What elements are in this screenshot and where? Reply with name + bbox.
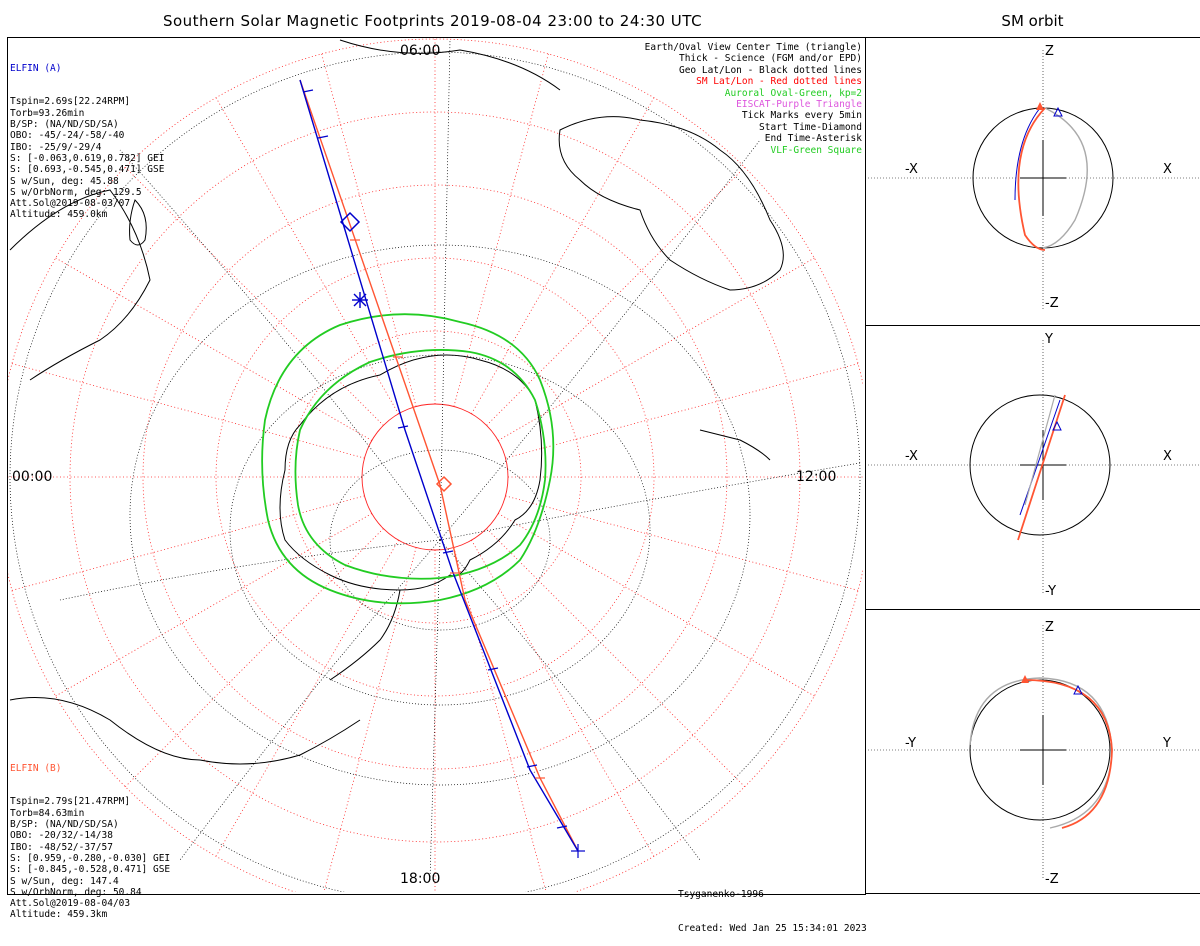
elfin-a-line: B/SP: (NA/ND/SD/SA) — [10, 119, 119, 131]
elfin-a-start-diamond — [339, 211, 361, 233]
geo-latitude-circle — [9, 51, 861, 892]
legend-entry: SM Lat/Lon - Red dotted lines — [696, 76, 862, 88]
orbit1-right-label: X — [1163, 162, 1172, 177]
created-date: Created: Wed Jan 25 15:34:01 2023 — [678, 923, 867, 935]
elfin-a-line: S w/OrbNorm, deg: 129.5 — [10, 186, 142, 198]
geo-grid — [59, 39, 861, 881]
orbit2-right-label: X — [1163, 449, 1172, 464]
asia-coast — [339, 39, 561, 91]
south-america-outline — [9, 697, 361, 765]
legend-entry: EISCAT-Purple Triangle — [736, 99, 862, 111]
elfin-b-track — [299, 79, 579, 852]
orbit2-bottom-label: -Y — [1045, 584, 1057, 599]
elfin-a-info: ELFIN (A) Tspin=2.69s[22.24RPM] Torb=93.2… — [10, 40, 164, 232]
elfin-a-ticks — [302, 89, 568, 829]
australia-outline — [558, 116, 784, 291]
elfin-b-line: S: [0.959,-0.280,-0.030] GEI — [10, 852, 171, 864]
sm-lat-circle — [69, 111, 801, 843]
footprint-map — [8, 38, 863, 892]
sm-lat-circle — [142, 184, 728, 770]
elfin-b-line: Altitude: 459.3km — [10, 909, 108, 921]
orbit1-bottom-label: -Z — [1045, 296, 1059, 311]
elfin-b-line: Tspin=2.79s[21.47RPM] — [10, 796, 131, 808]
elfin-b-line: IBO: -48/52/-37/57 — [10, 841, 113, 853]
elfin-a-line: S: [-0.063,0.619,0.782] GEI — [10, 152, 165, 164]
legend-entry: VLF-Green Square — [770, 144, 862, 156]
africa-outline — [9, 189, 151, 381]
elfin-a-name: ELFIN (A) — [10, 62, 62, 74]
legend-entry: End Time-Asterisk — [764, 133, 862, 145]
orbit1-top-label: Z — [1045, 44, 1054, 59]
orbit3-left-label: -Y — [905, 736, 917, 751]
antarctic-peninsula — [329, 589, 401, 681]
new-zealand-outline — [699, 429, 771, 461]
elfin-b-name: ELFIN (B) — [10, 762, 62, 774]
elfin-b-line: Torb=84.63min — [10, 807, 85, 819]
orbit2-left-label: -X — [905, 449, 918, 464]
elfin-a-end-asterisk — [352, 292, 368, 308]
elfin-a-line: OBO: -45/-24/-58/-40 — [10, 130, 125, 142]
view-center-diamond — [435, 475, 453, 493]
sm-lat-circle — [215, 257, 655, 697]
orbit1-left-label: -X — [905, 162, 918, 177]
sm-latitude-grid — [8, 38, 863, 892]
madagascar-outline — [129, 199, 147, 246]
mlt-label-top: 06:00 — [400, 43, 441, 59]
elfin-a-line: Tspin=2.69s[22.24RPM] — [10, 96, 131, 108]
elfin-a-line: Altitude: 459.0km — [10, 209, 108, 221]
orbit-panel-1-plot — [865, 50, 1200, 310]
orbit-panel-3-plot — [865, 625, 1200, 880]
elfin-b-line: S w/Sun, deg: 147.4 — [10, 875, 119, 887]
orbit3-right-label: Y — [1163, 736, 1171, 751]
orbit-panel-2-plot — [865, 340, 1200, 595]
mlt-label-bottom: 18:00 — [400, 871, 441, 887]
elfin-b-line: OBO: -20/32/-14/38 — [10, 830, 113, 842]
plot-title: Southern Solar Magnetic Footprints 2019-… — [162, 12, 703, 30]
elfin-a-line: S: [0.693,-0.545,0.471] GSE — [10, 164, 165, 176]
mlt-label-right: 12:00 — [796, 469, 837, 485]
orbit2-top-label: Y — [1045, 332, 1053, 347]
legend-entry: Auroral Oval-Green, kp=2 — [724, 87, 862, 99]
sm-inner-circle — [361, 403, 509, 551]
elfin-b-line: S w/OrbNorm, deg: 50.84 — [10, 886, 142, 898]
legend-entry: Start Time-Diamond — [759, 121, 862, 133]
elfin-a-line: IBO: -25/9/-29/4 — [10, 141, 102, 153]
orbit-title: SM orbit — [1001, 12, 1064, 30]
legend-entry: Earth/Oval View Center Time (triangle) — [644, 42, 862, 53]
legend-entry: Thick - Science (FGM and/or EPD) — [678, 53, 862, 65]
orbit-panels — [865, 50, 1200, 880]
orbit3-top-label: Z — [1045, 620, 1054, 635]
legend-entry: Geo Lat/Lon - Black dotted lines — [678, 64, 862, 76]
mlt-label-left: 00:00 — [12, 469, 53, 485]
elfin-a-line: Torb=93.26min — [10, 107, 85, 119]
elfin-a-line: S w/Sun, deg: 45.88 — [10, 175, 119, 187]
track-end-asterisk — [571, 844, 585, 858]
orbit-panel-xz — [865, 37, 1200, 326]
elfin-b-line: B/SP: (NA/ND/SD/SA) — [10, 819, 119, 831]
orbit3-bottom-label: -Z — [1045, 872, 1059, 887]
elfin-a-track — [299, 79, 579, 852]
auroral-oval-outer — [261, 313, 555, 605]
elfin-b-line: S: [-0.845,-0.528,0.471] GSE — [10, 864, 171, 876]
model-name: Tsyganenko-1996 — [678, 888, 764, 900]
sm-lat-circle — [288, 330, 582, 624]
orbit-panel-yz — [865, 609, 1200, 894]
elfin-b-ticks — [350, 239, 545, 779]
legend-entry: Tick Marks every 5min — [741, 110, 862, 122]
elfin-a-line: Att.Sol@2019-08-03/07 — [10, 198, 131, 210]
antarctica-outline — [279, 354, 543, 591]
legend: Earth/Oval View Center Time (triangle) Th… — [645, 42, 862, 156]
orbit-panel-xy — [865, 324, 1200, 610]
elfin-a-lines: Tspin=2.69s[22.24RPM] Torb=93.26min B/SP: … — [10, 96, 164, 220]
auroral-oval-inner — [294, 349, 547, 580]
